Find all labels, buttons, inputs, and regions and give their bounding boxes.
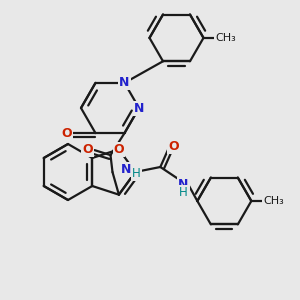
Text: O: O	[61, 127, 72, 140]
Text: CH₃: CH₃	[215, 33, 236, 43]
Text: N: N	[121, 163, 132, 176]
Text: H: H	[179, 185, 188, 199]
Text: N: N	[134, 101, 144, 115]
Text: O: O	[82, 142, 93, 156]
Text: N: N	[119, 76, 130, 89]
Text: O: O	[168, 140, 178, 152]
Text: O: O	[114, 143, 124, 156]
Text: N: N	[178, 178, 188, 190]
Text: CH₃: CH₃	[263, 196, 284, 206]
Text: H: H	[132, 167, 141, 180]
